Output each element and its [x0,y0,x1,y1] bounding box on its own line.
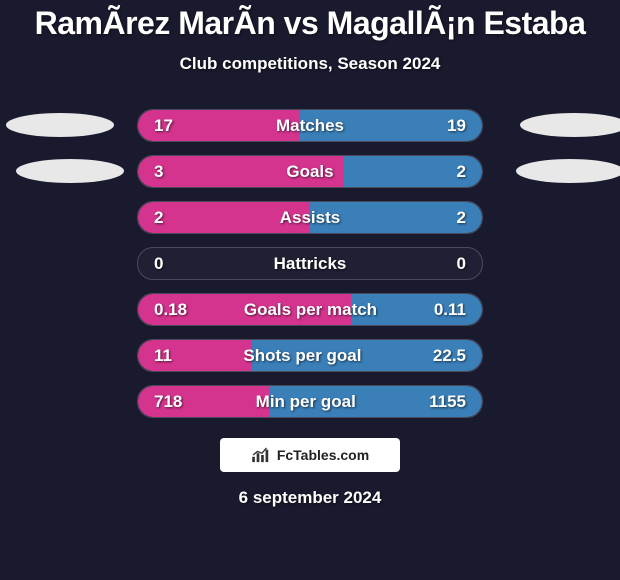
stat-row: 0.18Goals per match0.11 [137,293,483,326]
stat-value-left: 17 [154,116,173,136]
stat-label: Hattricks [163,254,456,274]
stat-value-left: 0.18 [154,300,187,320]
stat-label: Shots per goal [172,346,433,366]
stat-row: 718Min per goal1155 [137,385,483,418]
stat-value-left: 11 [154,346,172,366]
player-left-badge-2 [16,159,124,183]
stat-value-right: 22.5 [433,346,466,366]
stat-label: Assists [163,208,456,228]
stat-value-left: 0 [154,254,163,274]
stat-label: Matches [173,116,447,136]
stat-value-right: 0.11 [434,300,466,320]
player-right-badge-2 [516,159,620,183]
stat-value-right: 19 [447,116,466,136]
player-left-badge-1 [6,113,114,137]
brand-text: FcTables.com [277,447,369,463]
stat-label: Min per goal [182,392,429,412]
stat-value-left: 3 [154,162,163,182]
stat-value-right: 2 [457,162,466,182]
stat-row: 2Assists2 [137,201,483,234]
page-subtitle: Club competitions, Season 2024 [0,54,620,74]
content-area: 17Matches193Goals22Assists20Hattricks00.… [0,109,620,508]
stat-value-right: 0 [457,254,466,274]
page-title: RamÃ­rez MarÃ­n vs MagallÃ¡n Estaba [0,5,620,42]
stat-value-right: 2 [457,208,466,228]
stat-label: Goals per match [187,300,434,320]
footer-date: 6 september 2024 [0,488,620,508]
player-right-badge-1 [520,113,620,137]
stat-value-left: 2 [154,208,163,228]
stat-label: Goals [163,162,456,182]
chart-icon [251,447,273,463]
stat-value-right: 1155 [429,392,466,412]
stat-row: 11Shots per goal22.5 [137,339,483,372]
header: RamÃ­rez MarÃ­n vs MagallÃ¡n Estaba Club… [0,0,620,74]
brand-badge[interactable]: FcTables.com [220,438,400,472]
stat-row: 0Hattricks0 [137,247,483,280]
stat-row: 17Matches19 [137,109,483,142]
stats-list: 17Matches193Goals22Assists20Hattricks00.… [137,109,483,418]
stat-row: 3Goals2 [137,155,483,188]
stat-value-left: 718 [154,392,182,412]
